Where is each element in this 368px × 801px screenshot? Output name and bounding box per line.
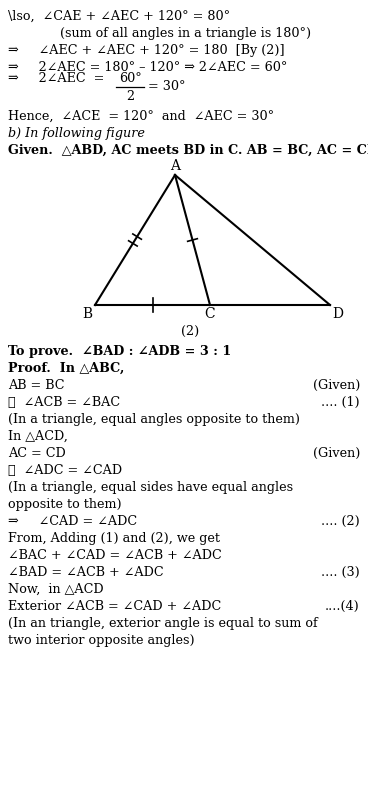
Text: 2: 2 [126, 90, 134, 103]
Text: A: A [170, 159, 180, 173]
Text: two interior opposite angles): two interior opposite angles) [8, 634, 195, 647]
Text: To prove.  ∠BAD : ∠ADB = 3 : 1: To prove. ∠BAD : ∠ADB = 3 : 1 [8, 345, 231, 358]
Text: ⇒     ∠CAD = ∠ADC: ⇒ ∠CAD = ∠ADC [8, 515, 137, 528]
Text: In △ACD,: In △ACD, [8, 430, 68, 443]
Text: (In an triangle, exterior angle is equal to sum of: (In an triangle, exterior angle is equal… [8, 617, 318, 630]
Text: Proof.  In △ABC,: Proof. In △ABC, [8, 362, 124, 375]
Text: ∴  ∠ACB = ∠BAC: ∴ ∠ACB = ∠BAC [8, 396, 120, 409]
Text: AB = BC: AB = BC [8, 379, 64, 392]
Text: ⇒     2∠AEC = 180° – 120° ⇒ 2∠AEC = 60°: ⇒ 2∠AEC = 180° – 120° ⇒ 2∠AEC = 60° [8, 61, 287, 74]
Text: \lso,  ∠CAE + ∠AEC + 120° = 80°: \lso, ∠CAE + ∠AEC + 120° = 80° [8, 10, 230, 23]
Text: ⇒     ∠AEC + ∠AEC + 120° = 180  [By (2)]: ⇒ ∠AEC + ∠AEC + 120° = 180 [By (2)] [8, 44, 284, 57]
Text: .... (1): .... (1) [321, 396, 360, 409]
Text: ∠BAC + ∠CAD = ∠ACB + ∠ADC: ∠BAC + ∠CAD = ∠ACB + ∠ADC [8, 549, 222, 562]
Text: Now,  in △ACD: Now, in △ACD [8, 583, 104, 596]
Text: Exterior ∠ACB = ∠CAD + ∠ADC: Exterior ∠ACB = ∠CAD + ∠ADC [8, 600, 221, 613]
Text: opposite to them): opposite to them) [8, 498, 122, 511]
Text: (In a triangle, equal sides have equal angles: (In a triangle, equal sides have equal a… [8, 481, 293, 494]
Text: D: D [333, 307, 343, 321]
Text: ∠BAD = ∠ACB + ∠ADC: ∠BAD = ∠ACB + ∠ADC [8, 566, 164, 579]
Text: From, Adding (1) and (2), we get: From, Adding (1) and (2), we get [8, 532, 220, 545]
Text: ⇒     2∠AEC  =: ⇒ 2∠AEC = [8, 72, 105, 85]
Text: Given.  △ABD, AC meets BD in C. AB = BC, AC = CD.: Given. △ABD, AC meets BD in C. AB = BC, … [8, 144, 368, 157]
Text: (2): (2) [181, 325, 199, 338]
Text: C: C [205, 307, 215, 321]
Text: = 30°: = 30° [148, 80, 185, 93]
Text: Hence,  ∠ACE  = 120°  and  ∠AEC = 30°: Hence, ∠ACE = 120° and ∠AEC = 30° [8, 110, 274, 123]
Text: AC = CD: AC = CD [8, 447, 66, 460]
Text: (sum of all angles in a triangle is 180°): (sum of all angles in a triangle is 180°… [60, 27, 311, 40]
Text: .... (2): .... (2) [321, 515, 360, 528]
Text: ∴  ∠ADC = ∠CAD: ∴ ∠ADC = ∠CAD [8, 464, 122, 477]
Text: 60°: 60° [118, 72, 141, 85]
Text: B: B [82, 307, 92, 321]
Text: (Given): (Given) [313, 379, 360, 392]
Text: ....(4): ....(4) [325, 600, 360, 613]
Text: .... (3): .... (3) [321, 566, 360, 579]
Text: b) In following figure: b) In following figure [8, 127, 145, 140]
Text: (Given): (Given) [313, 447, 360, 460]
Text: (In a triangle, equal angles opposite to them): (In a triangle, equal angles opposite to… [8, 413, 300, 426]
